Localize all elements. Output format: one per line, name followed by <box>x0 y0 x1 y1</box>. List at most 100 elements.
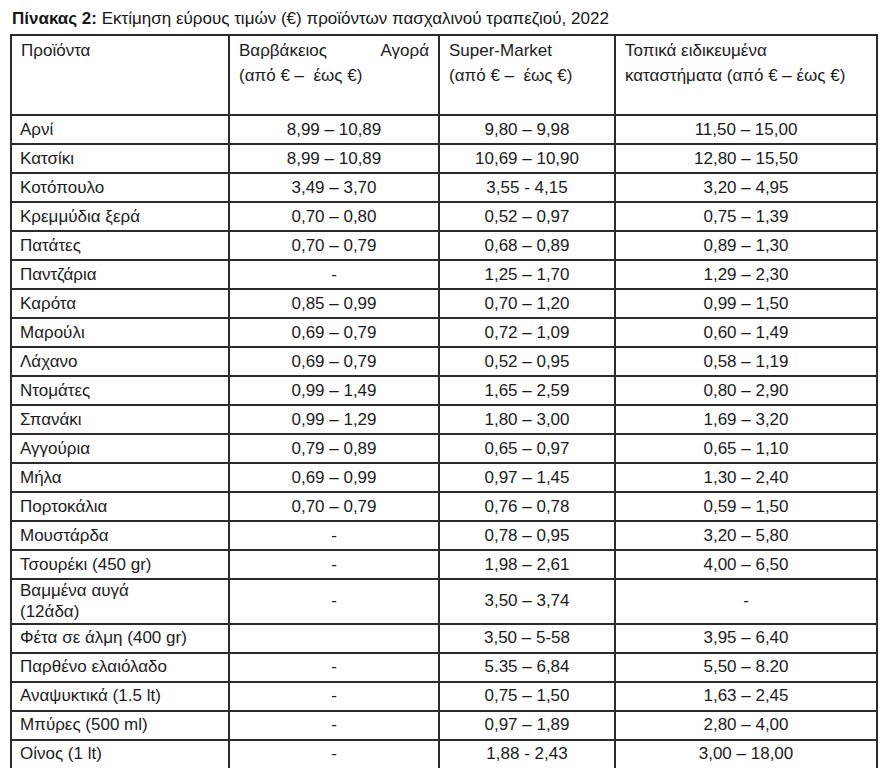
product-cell: Λάχανο <box>11 347 229 376</box>
product-cell: Φέτα σε άλμη (400 gr) <box>11 624 229 653</box>
supermarket-price-cell: 3,50 – 5-58 <box>439 624 615 653</box>
supermarket-price-cell: 1,65 – 2,59 <box>439 376 615 405</box>
supermarket-price-cell: 0,97 – 1,89 <box>439 711 615 740</box>
table-caption: Πίνακας 2: Εκτίμηση εύρους τιμών (€) προ… <box>12 8 889 29</box>
supermarket-price-cell: 0,52 – 0,97 <box>439 202 615 231</box>
varvakios-price-cell: - <box>229 682 439 711</box>
product-cell: Βαμμένα αυγά (12άδα) <box>11 579 229 624</box>
supermarket-price-cell: 3,55 - 4,15 <box>439 173 615 202</box>
supermarket-price-cell: 0,72 – 1,09 <box>439 318 615 347</box>
table-header: Προϊόντα Βαρβάκειος Αγορά (από € – έως €… <box>11 35 877 115</box>
local-price-cell: 3,95 – 6,40 <box>615 624 877 653</box>
local-price-cell: 1,69 – 3,20 <box>615 405 877 434</box>
local-price-cell: 0,59 – 1,50 <box>615 492 877 521</box>
varvakios-price-cell: 0,69 – 0,99 <box>229 463 439 492</box>
table-row: Αναψυκτικά (1.5 lt)-0,75 – 1,501,63 – 2,… <box>11 682 877 711</box>
product-cell: Παρθένο ελαιόλαδο <box>11 653 229 682</box>
varvakios-price-cell: 0,70 – 0,80 <box>229 202 439 231</box>
varvakios-price-cell: 0,70 – 0,79 <box>229 492 439 521</box>
supermarket-price-cell: 0,75 – 1,50 <box>439 682 615 711</box>
table-row: Τσουρέκι (450 gr)-1,98 – 2,614,00 – 6,50 <box>11 550 877 579</box>
header-supermarket-line2: (από € – έως €) <box>449 64 605 89</box>
local-price-cell: 0,89 – 1,30 <box>615 231 877 260</box>
table-row: Καρότα0,85 – 0,990,70 – 1,200,99 – 1,50 <box>11 289 877 318</box>
header-local-stores-label: Τοπικά ειδικευμένα καταστήματα (από € – … <box>625 39 867 88</box>
header-row: Προϊόντα Βαρβάκειος Αγορά (από € – έως €… <box>11 35 877 115</box>
varvakios-price-cell: - <box>229 260 439 289</box>
local-price-cell: 1,29 – 2,30 <box>615 260 877 289</box>
supermarket-price-cell: 0,76 – 0,78 <box>439 492 615 521</box>
header-local-stores: Τοπικά ειδικευμένα καταστήματα (από € – … <box>615 35 877 115</box>
product-cell: Πατάτες <box>11 231 229 260</box>
table-row: Μαρούλι0,69 – 0,790,72 – 1,090,60 – 1,49 <box>11 318 877 347</box>
product-cell: Μπύρες (500 ml) <box>11 711 229 740</box>
varvakios-price-cell: 0,99 – 1,49 <box>229 376 439 405</box>
local-price-cell: 3,20 – 4,95 <box>615 173 877 202</box>
supermarket-price-cell: 0,78 – 0,95 <box>439 521 615 550</box>
varvakios-price-cell: - <box>229 653 439 682</box>
header-varvakios-agora: Βαρβάκειος Αγορά (από € – έως €) <box>229 35 439 115</box>
local-price-cell: 3,00 – 18,00 <box>615 740 877 768</box>
varvakios-price-cell: 3,49 – 3,70 <box>229 173 439 202</box>
varvakios-price-cell: - <box>229 550 439 579</box>
local-price-cell: 0,60 – 1,49 <box>615 318 877 347</box>
local-price-cell: 0,99 – 1,50 <box>615 289 877 318</box>
local-price-cell: 0,80 – 2,90 <box>615 376 877 405</box>
supermarket-price-cell: 1,98 – 2,61 <box>439 550 615 579</box>
product-cell: Αγγούρια <box>11 434 229 463</box>
product-cell: Κοτόπουλο <box>11 173 229 202</box>
supermarket-price-cell: 3,50 – 3,74 <box>439 579 615 624</box>
varvakios-price-cell: - <box>229 579 439 624</box>
table-row: Κοτόπουλο3,49 – 3,703,55 - 4,153,20 – 4,… <box>11 173 877 202</box>
document-page: Πίνακας 2: Εκτίμηση εύρους τιμών (€) προ… <box>0 0 889 768</box>
table-row: Οίνος (1 lt)-1,88 - 2,433,00 – 18,00 <box>11 740 877 768</box>
varvakios-price-cell: 0,99 – 1,29 <box>229 405 439 434</box>
supermarket-price-cell: 1,80 – 3,00 <box>439 405 615 434</box>
table-caption-label: Πίνακας 2: <box>12 9 97 28</box>
product-cell: Τσουρέκι (450 gr) <box>11 550 229 579</box>
varvakios-price-cell: - <box>229 740 439 768</box>
varvakios-price-cell: 8,99 – 10,89 <box>229 115 439 144</box>
product-cell: Κατσίκι <box>11 144 229 173</box>
varvakios-price-cell: 0,69 – 0,79 <box>229 318 439 347</box>
table-row: Κρεμμύδια ξερά0,70 – 0,800,52 – 0,970,75… <box>11 202 877 231</box>
table-row: Φέτα σε άλμη (400 gr) 3,50 – 5-583,95 – 6… <box>11 624 877 653</box>
table-row: Παντζάρια-1,25 – 1,701,29 – 2,30 <box>11 260 877 289</box>
table-row: Σπανάκι0,99 – 1,291,80 – 3,001,69 – 3,20 <box>11 405 877 434</box>
supermarket-price-cell: 0,97 – 1,45 <box>439 463 615 492</box>
varvakios-price-cell: - <box>229 711 439 740</box>
supermarket-price-cell: 1,25 – 1,70 <box>439 260 615 289</box>
varvakios-price-cell: - <box>229 521 439 550</box>
product-cell: Καρότα <box>11 289 229 318</box>
product-cell: Αναψυκτικά (1.5 lt) <box>11 682 229 711</box>
supermarket-price-cell: 0,52 – 0,95 <box>439 347 615 376</box>
local-price-cell: 0,65 – 1,10 <box>615 434 877 463</box>
table-row: Αγγούρια0,79 – 0,890,65 – 0,970,65 – 1,1… <box>11 434 877 463</box>
product-cell: Κρεμμύδια ξερά <box>11 202 229 231</box>
local-price-cell: 3,20 – 5,80 <box>615 521 877 550</box>
table-body: Αρνί8,99 – 10,899,80 – 9,9811,50 – 15,00… <box>11 115 877 768</box>
table-row: Παρθένο ελαιόλαδο-5.35 – 6,845,50 – 8.20 <box>11 653 877 682</box>
supermarket-price-cell: 5.35 – 6,84 <box>439 653 615 682</box>
supermarket-price-cell: 9,80 – 9,98 <box>439 115 615 144</box>
local-price-cell: 11,50 – 15,00 <box>615 115 877 144</box>
varvakios-price-cell: 8,99 – 10,89 <box>229 144 439 173</box>
local-price-cell: 4,00 – 6,50 <box>615 550 877 579</box>
table-row: Αρνί8,99 – 10,899,80 – 9,9811,50 – 15,00 <box>11 115 877 144</box>
local-price-cell: 12,80 – 15,50 <box>615 144 877 173</box>
table-row: Πατάτες0,70 – 0,790,68 – 0,890,89 – 1,30 <box>11 231 877 260</box>
local-price-cell: 0,75 – 1,39 <box>615 202 877 231</box>
product-cell: Μαρούλι <box>11 318 229 347</box>
header-varvakios-line2: (από € – έως €) <box>239 64 429 89</box>
product-cell: Μουστάρδα <box>11 521 229 550</box>
table-row: Βαμμένα αυγά (12άδα)-3,50 – 3,74- <box>11 579 877 624</box>
local-price-cell: 5,50 – 8.20 <box>615 653 877 682</box>
table-row: Ντομάτες0,99 – 1,491,65 – 2,590,80 – 2,9… <box>11 376 877 405</box>
header-supermarket: Super-Market (από € – έως €) <box>439 35 615 115</box>
local-price-cell: 0,58 – 1,19 <box>615 347 877 376</box>
price-range-table: Προϊόντα Βαρβάκειος Αγορά (από € – έως €… <box>10 34 878 768</box>
table-row: Λάχανο0,69 – 0,790,52 – 0,950,58 – 1,19 <box>11 347 877 376</box>
product-cell: Πορτοκάλια <box>11 492 229 521</box>
table-row: Πορτοκάλια0,70 – 0,790,76 – 0,780,59 – 1… <box>11 492 877 521</box>
supermarket-price-cell: 1,88 - 2,43 <box>439 740 615 768</box>
